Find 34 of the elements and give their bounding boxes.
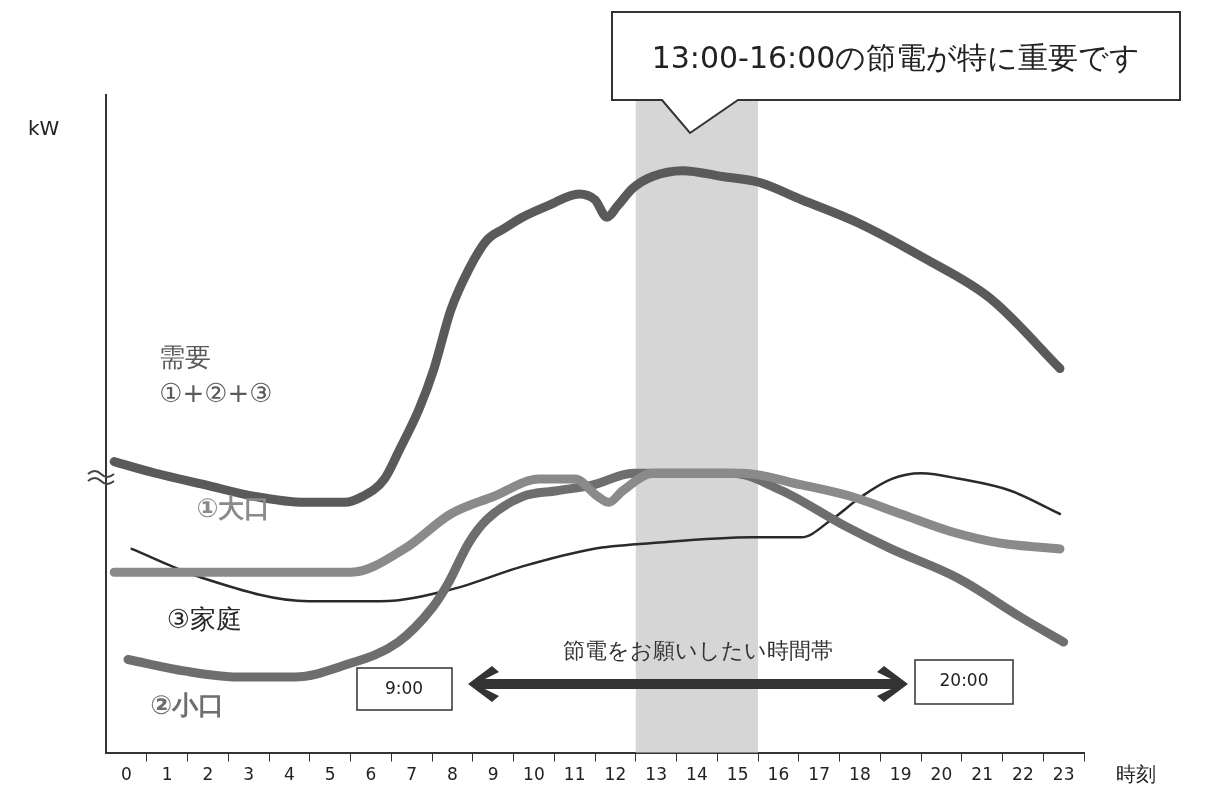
x-tick-label: 10	[523, 764, 545, 785]
x-tick-label: 4	[283, 764, 295, 785]
series-label: ③家庭	[166, 603, 242, 634]
annotation: 9:00	[384, 678, 424, 699]
x-tick-label: 19	[889, 764, 912, 785]
x-tick-label: 3	[243, 764, 255, 785]
x-tick-label: 13	[645, 764, 667, 785]
x-tick-label: 16	[767, 764, 790, 785]
x-tick-label: 2	[202, 764, 214, 785]
x-tick-label: 17	[808, 764, 830, 785]
x-tick-label: 11	[563, 764, 586, 785]
x-axis-title: 時刻	[1116, 762, 1156, 787]
annotation: 20:00	[939, 670, 989, 691]
x-tick-label: 7	[406, 764, 418, 785]
series-label: ①大口	[196, 492, 271, 523]
x-tick-label: 5	[324, 764, 336, 785]
x-tick-label: 15	[726, 764, 749, 785]
y-axis-title: kW	[28, 116, 60, 141]
x-tick-label: 21	[971, 764, 993, 785]
x-tick-label: 6	[365, 764, 377, 785]
text: 13:00-16:00の節電が特に重要です	[651, 39, 1141, 75]
x-tick-label: 14	[686, 764, 708, 785]
x-tick-label: 0	[120, 764, 132, 785]
x-tick-label: 22	[1012, 764, 1034, 785]
x-tick-label: 1	[161, 764, 173, 785]
series-label: ②小口	[150, 690, 225, 721]
x-tick-label: 12	[604, 764, 627, 785]
text: 需要 ①+②+③	[159, 342, 273, 409]
x-tick-label: 20	[930, 764, 953, 785]
x-tick-label: 9	[487, 764, 499, 785]
x-tick-label: 18	[849, 764, 871, 785]
x-tick-label: 23	[1052, 764, 1075, 785]
x-tick-label: 8	[446, 764, 458, 785]
annotation: 節電をお願いしたい時間帯	[563, 637, 833, 663]
